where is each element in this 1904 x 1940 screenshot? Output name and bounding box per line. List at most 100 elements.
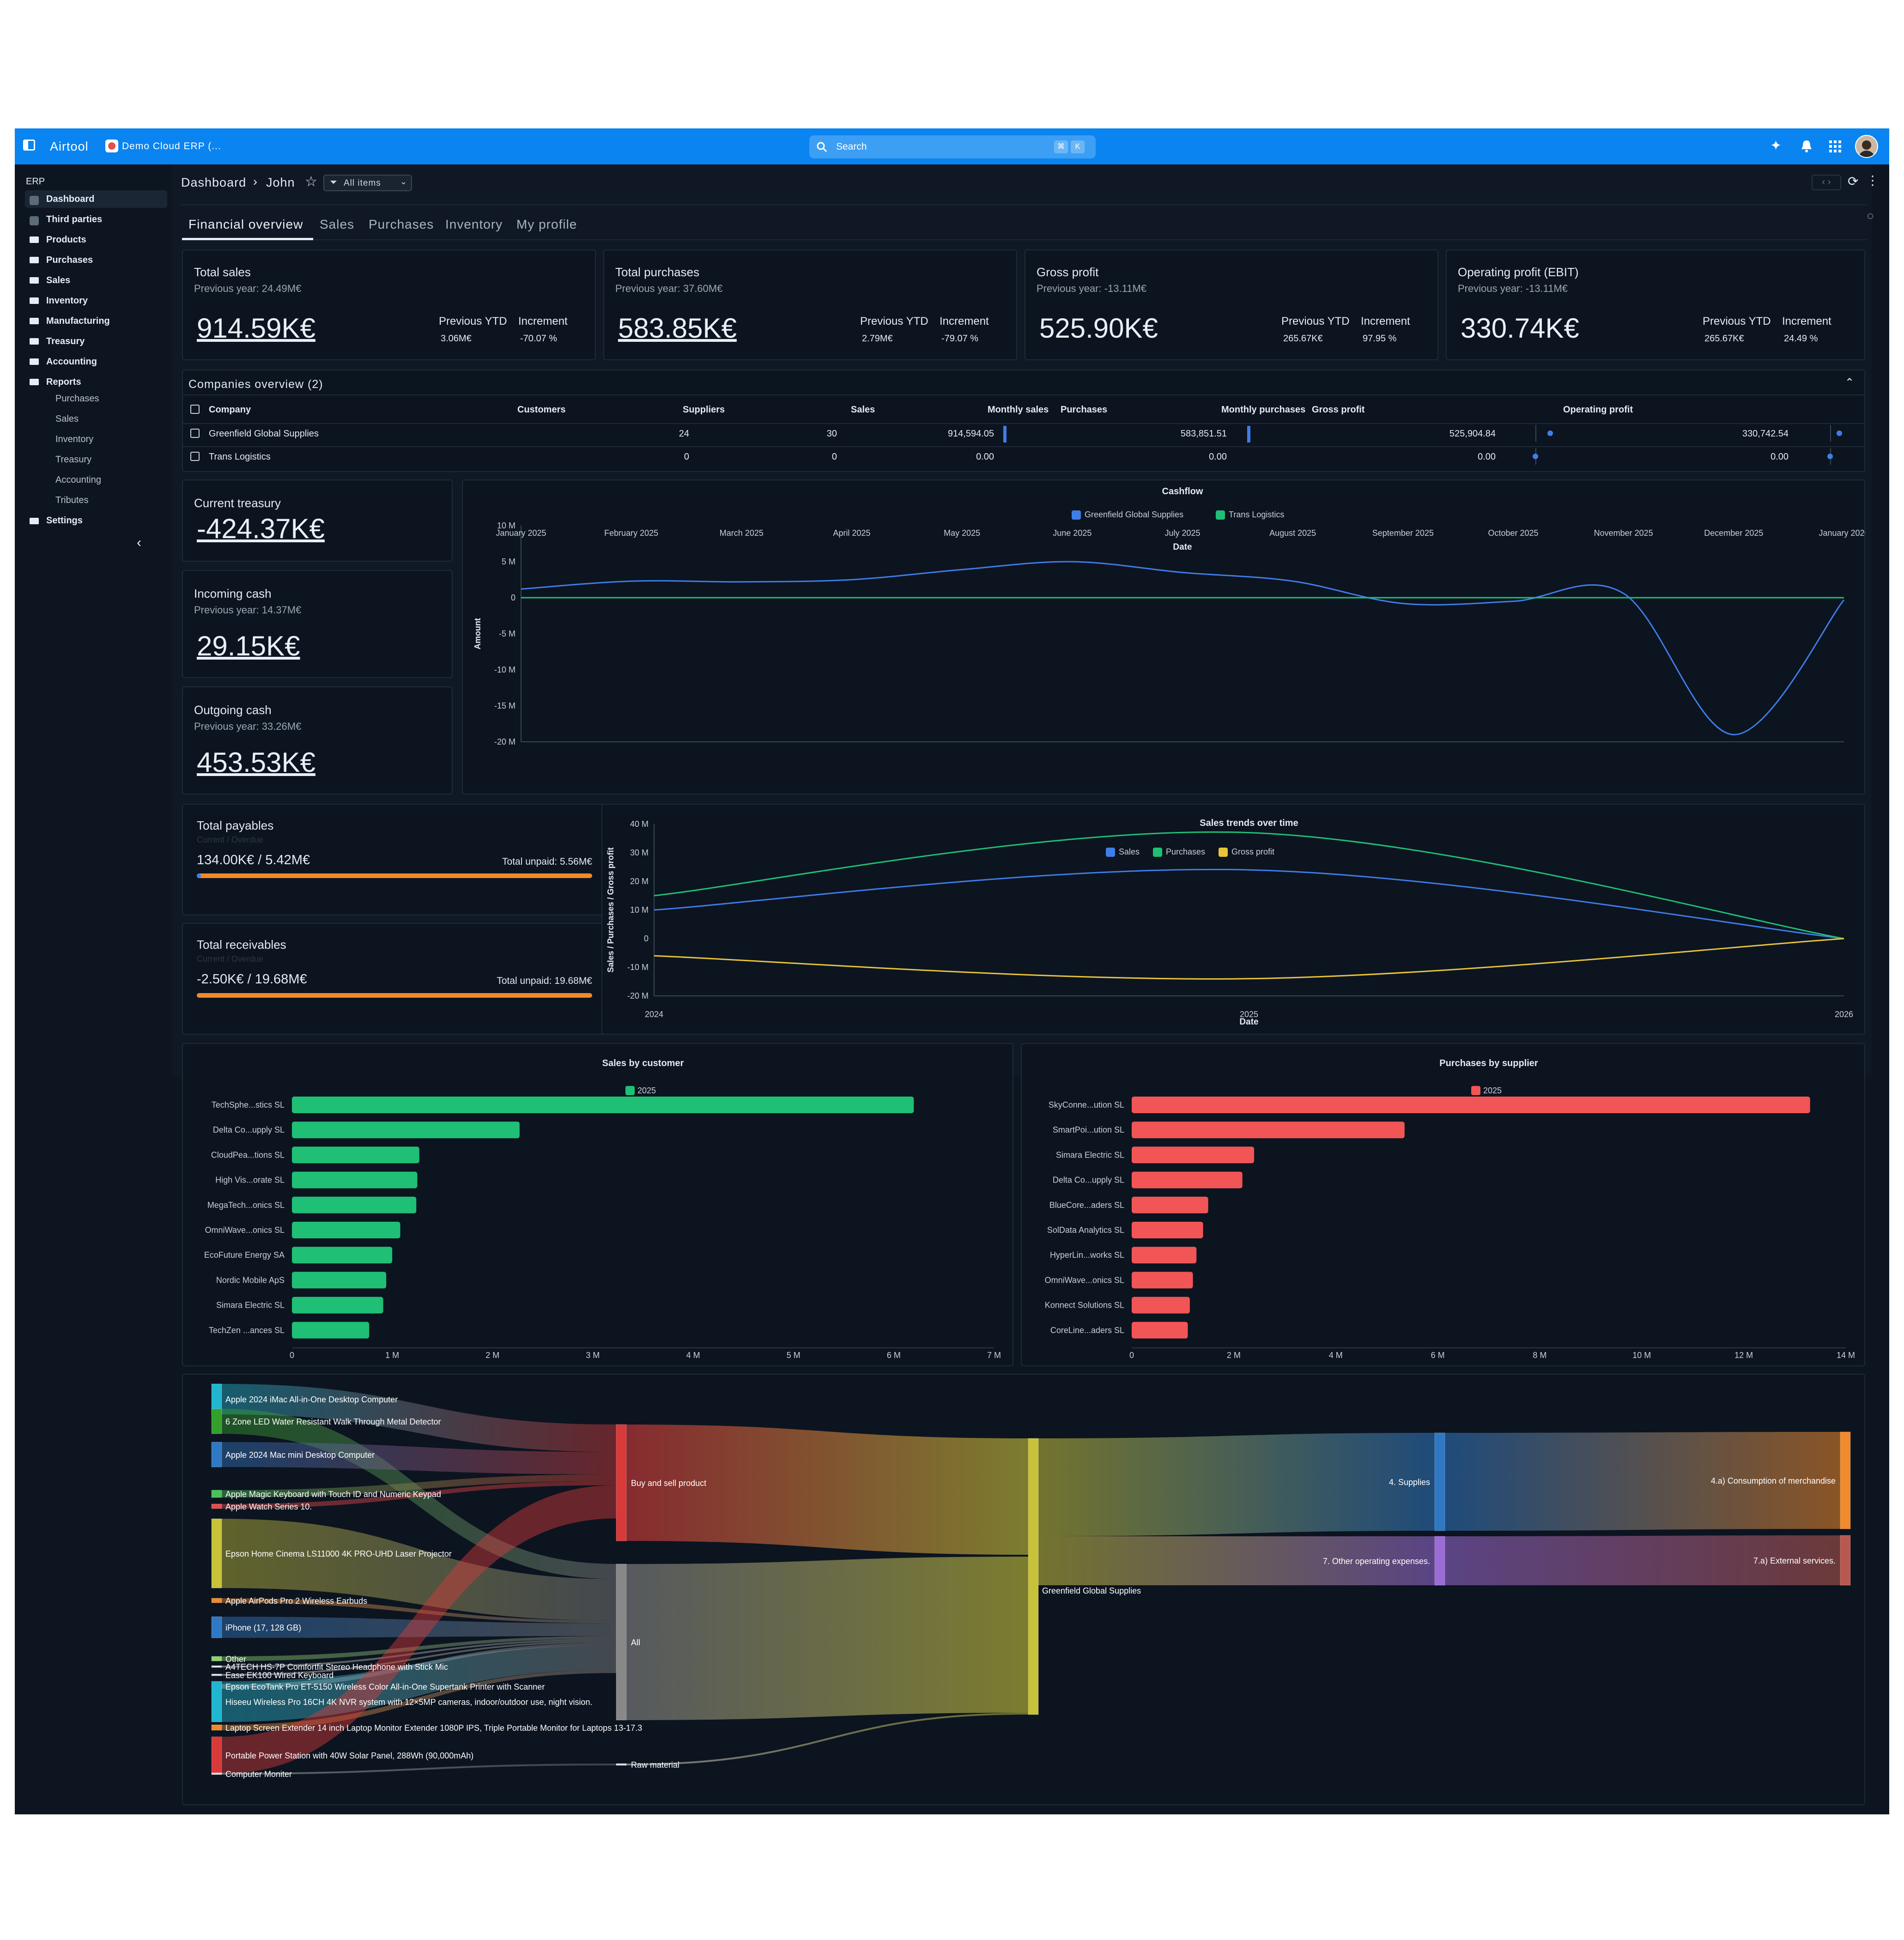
sidebar-item-settings[interactable]: Settings xyxy=(46,515,83,526)
kpi-value[interactable]: 914.59K€ xyxy=(197,313,315,344)
company-name[interactable]: Greenfield Global Supplies xyxy=(209,429,319,439)
sankey-node[interactable] xyxy=(616,1763,627,1766)
legend-label[interactable]: Greenfield Global Supplies xyxy=(1085,510,1183,519)
sankey-link[interactable] xyxy=(222,1384,616,1452)
incoming-cash-value[interactable]: 29.15K€ xyxy=(197,630,300,661)
sidebar-subitem-tributes[interactable]: Tributes xyxy=(55,495,89,505)
sankey-link[interactable] xyxy=(222,1641,616,1676)
kpi-value[interactable]: 525.90K€ xyxy=(1039,313,1158,344)
breadcrumb-current[interactable]: John xyxy=(266,176,295,189)
legend-swatch[interactable] xyxy=(1219,848,1228,857)
bar[interactable] xyxy=(292,1196,417,1213)
sankey-link[interactable] xyxy=(222,1669,616,1730)
legend-label[interactable]: Gross profit xyxy=(1231,847,1274,856)
row-checkbox[interactable] xyxy=(190,429,200,438)
sankey-link[interactable] xyxy=(222,1474,616,1497)
sankey-node[interactable] xyxy=(211,1408,222,1434)
sankey-node[interactable] xyxy=(211,1665,222,1668)
sidebar-item-treasury[interactable]: Treasury xyxy=(46,336,85,346)
star-icon[interactable]: ☆ xyxy=(305,174,317,189)
payables-value[interactable]: 134.00K€ / 5.42M€ xyxy=(197,853,310,867)
bar[interactable] xyxy=(1132,1322,1188,1339)
header-checkbox[interactable] xyxy=(190,405,200,414)
tab-inventory[interactable]: Inventory xyxy=(445,217,503,231)
apps-grid-icon[interactable] xyxy=(1829,140,1841,152)
ai-sparkle-icon[interactable]: ✦ xyxy=(1770,138,1782,153)
kpi-value[interactable]: 330.74K€ xyxy=(1461,313,1579,344)
sidebar-subitem-sales[interactable]: Sales xyxy=(55,414,79,424)
sidebar-item-dashboard[interactable] xyxy=(25,190,167,208)
sankey-link[interactable] xyxy=(222,1442,616,1474)
outgoing-cash-value[interactable]: 453.53K€ xyxy=(197,747,315,778)
tab-purchases[interactable]: Purchases xyxy=(369,217,434,231)
legend-label[interactable]: 2025 xyxy=(637,1086,656,1095)
sankey-link[interactable] xyxy=(222,1645,616,1722)
bar[interactable] xyxy=(1132,1222,1203,1238)
search-input[interactable]: Search ⌘ K xyxy=(809,135,1096,158)
sankey-node[interactable] xyxy=(211,1772,222,1775)
bar[interactable] xyxy=(1132,1146,1255,1164)
sidebar-item-sales[interactable]: Sales xyxy=(46,275,71,285)
legend-label[interactable]: Trans Logistics xyxy=(1229,510,1284,519)
tab-sales[interactable]: Sales xyxy=(320,217,355,231)
bar[interactable] xyxy=(292,1122,520,1139)
sankey-link[interactable] xyxy=(626,1425,1028,1555)
sankey-node[interactable] xyxy=(1434,1432,1445,1531)
legend-swatch[interactable] xyxy=(1216,510,1225,520)
bar[interactable] xyxy=(1132,1196,1208,1213)
bar[interactable] xyxy=(292,1272,387,1289)
sankey-link[interactable] xyxy=(222,1485,616,1774)
sankey-node[interactable] xyxy=(211,1681,222,1722)
comment-icon[interactable]: ◌ xyxy=(1867,210,1874,222)
bar[interactable] xyxy=(292,1146,419,1164)
legend-swatch[interactable] xyxy=(1106,848,1115,857)
sankey-link[interactable] xyxy=(626,1557,1028,1720)
company-name[interactable]: Trans Logistics xyxy=(209,452,271,462)
bar[interactable] xyxy=(292,1097,914,1113)
sidebar-item-manufacturing[interactable]: Manufacturing xyxy=(46,316,110,326)
tab-my-profile[interactable]: My profile xyxy=(516,217,577,231)
breadcrumb-root[interactable]: Dashboard xyxy=(181,176,247,189)
sankey-node[interactable] xyxy=(211,1490,222,1498)
sankey-link[interactable] xyxy=(1445,1535,1840,1585)
legend-label[interactable]: Purchases xyxy=(1166,847,1205,856)
sidebar-item-accounting[interactable]: Accounting xyxy=(46,357,97,367)
nav-arrows[interactable]: ‹ › xyxy=(1812,175,1841,190)
sankey-node[interactable] xyxy=(211,1656,222,1661)
row-checkbox[interactable] xyxy=(190,452,200,461)
sankey-link[interactable] xyxy=(1445,1432,1840,1531)
legend-swatch[interactable] xyxy=(1072,510,1081,520)
current-treasury-value[interactable]: -424.37K€ xyxy=(197,513,325,544)
sankey-link[interactable] xyxy=(222,1764,616,1775)
receivables-value[interactable]: -2.50K€ / 19.68M€ xyxy=(197,972,307,987)
series-line[interactable] xyxy=(654,938,1844,980)
collapse-sidebar-icon[interactable]: ‹ xyxy=(137,535,141,550)
bar[interactable] xyxy=(292,1171,418,1188)
sankey-link[interactable] xyxy=(1038,1433,1435,1536)
bar[interactable] xyxy=(292,1297,383,1314)
sidebar-subitem-purchases[interactable]: Purchases xyxy=(55,394,99,404)
kpi-value[interactable]: 583.85K€ xyxy=(618,313,737,344)
more-menu-icon[interactable]: ⋮ xyxy=(1866,173,1879,188)
series-line[interactable] xyxy=(654,868,1844,940)
series-line[interactable] xyxy=(521,561,1845,735)
sidebar-item-purchases[interactable]: Purchases xyxy=(46,255,93,265)
sidebar-item-dashboard[interactable]: Dashboard xyxy=(46,194,95,204)
sankey-link[interactable] xyxy=(222,1481,616,1509)
sidebar-item-reports[interactable]: Reports xyxy=(46,377,81,387)
sankey-node[interactable] xyxy=(211,1518,222,1588)
sankey-node[interactable] xyxy=(616,1564,627,1721)
sankey-node[interactable] xyxy=(211,1598,222,1603)
legend-swatch[interactable] xyxy=(625,1086,635,1095)
sankey-node[interactable] xyxy=(616,1424,627,1541)
bar[interactable] xyxy=(1132,1097,1810,1113)
sankey-node[interactable] xyxy=(211,1504,222,1509)
avatar[interactable] xyxy=(1855,135,1878,158)
sankey-link[interactable] xyxy=(222,1636,616,1661)
workspace-name[interactable]: Demo Cloud ERP (... xyxy=(122,141,221,152)
sankey-node[interactable] xyxy=(1840,1431,1851,1529)
sidebar-subitem-treasury[interactable]: Treasury xyxy=(55,455,92,465)
sankey-node[interactable] xyxy=(211,1442,222,1467)
sankey-node[interactable] xyxy=(211,1724,222,1731)
bar[interactable] xyxy=(292,1222,400,1238)
